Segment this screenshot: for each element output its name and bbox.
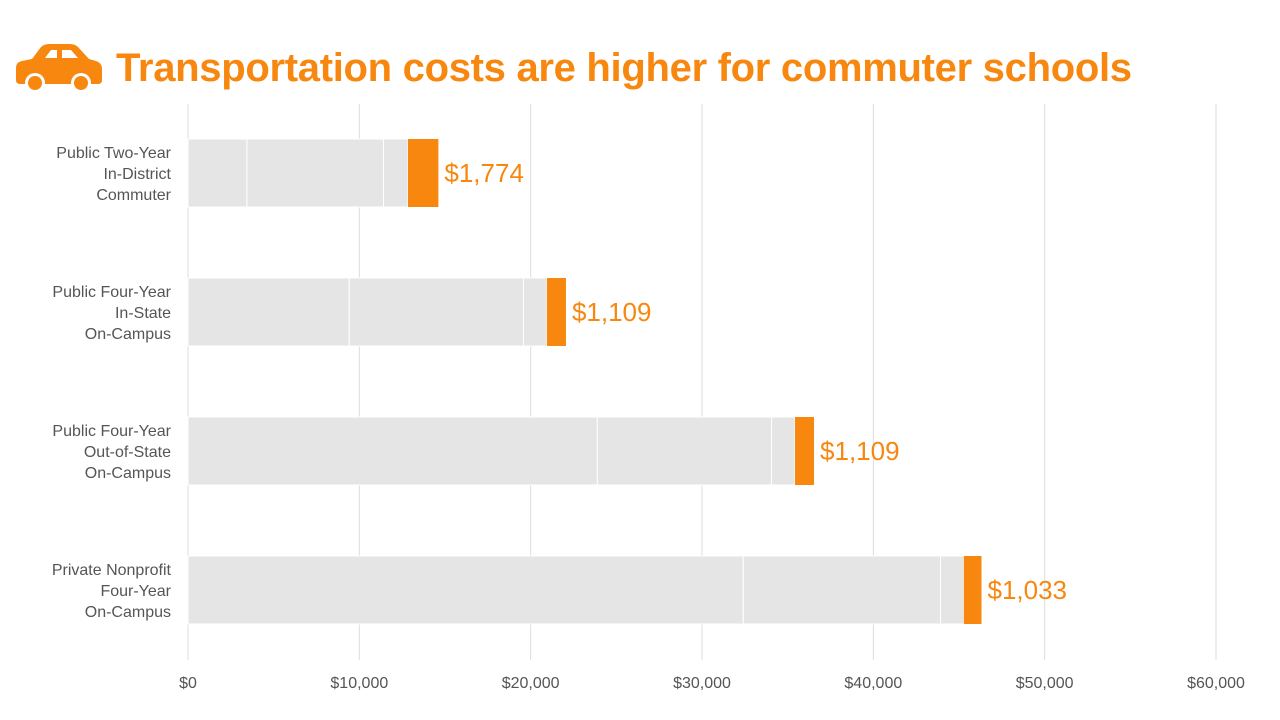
bar-segment [348, 277, 524, 347]
bar-segment [187, 138, 248, 208]
category-label: Commuter [96, 187, 171, 204]
category-label: Private Nonprofit [52, 562, 172, 579]
category-labels: Public Two-Year In-District Commuter Public… [52, 145, 172, 621]
bar-segment [187, 555, 744, 625]
category-label: Public Four-Year [52, 423, 171, 440]
bar-segment [596, 416, 773, 486]
x-tick-label: $60,000 [1187, 675, 1245, 692]
bar-segment-transportation [546, 278, 566, 346]
chart-title: Transportation costs are higher for comm… [116, 45, 1132, 90]
category-label: Four-Year [100, 583, 171, 600]
x-tick-label: $40,000 [844, 675, 902, 692]
category-label: Public Four-Year [52, 284, 171, 301]
category-label: On-Campus [85, 465, 171, 482]
bar-segment [939, 555, 965, 625]
category-label: Out-of-State [84, 444, 171, 461]
value-label: $1,109 [572, 297, 652, 327]
value-label: $1,774 [444, 158, 524, 188]
category-label: In-State [115, 305, 171, 322]
category-label: Public Two-Year [56, 145, 171, 162]
title-row: Transportation costs are higher for comm… [10, 38, 1132, 98]
bar-segment [187, 416, 598, 486]
bar-segment [382, 138, 409, 208]
category-label: On-Campus [85, 604, 171, 621]
x-axis-ticks: $0 $10,000 $20,000 $30,000 $40,000 $50,000 $60… [179, 675, 1245, 692]
category-label: In-District [103, 166, 171, 183]
bar-segment-transportation [407, 139, 439, 207]
bar-segment [187, 277, 350, 347]
value-label: $1,109 [820, 436, 900, 466]
category-label: On-Campus [85, 326, 171, 343]
x-tick-label: $0 [179, 675, 197, 692]
value-labels: $1,774 $1,109 $1,109 $1,033 [444, 158, 1067, 605]
bar-segment [246, 138, 384, 208]
bar-segment [522, 277, 548, 347]
bar-segment [742, 555, 941, 625]
x-tick-label: $20,000 [502, 675, 560, 692]
x-tick-label: $50,000 [1016, 675, 1074, 692]
bar-segment-transportation [795, 417, 815, 485]
car-icon [16, 44, 102, 93]
bar-segment [771, 416, 796, 486]
bars [187, 138, 982, 625]
bar-segment-transportation [963, 556, 982, 624]
x-tick-label: $30,000 [673, 675, 731, 692]
x-tick-label: $10,000 [330, 675, 388, 692]
value-label: $1,033 [987, 575, 1067, 605]
